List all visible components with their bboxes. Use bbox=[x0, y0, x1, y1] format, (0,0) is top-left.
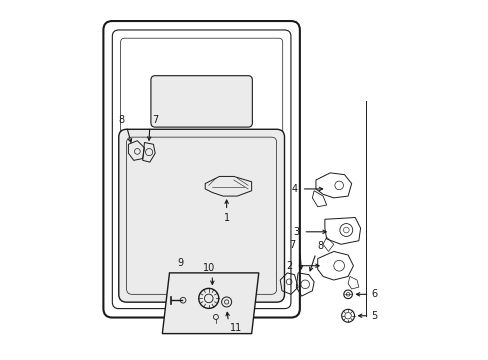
Text: 9: 9 bbox=[177, 257, 183, 267]
Text: 5: 5 bbox=[370, 311, 377, 321]
Polygon shape bbox=[162, 273, 258, 334]
Text: 8: 8 bbox=[119, 114, 124, 125]
FancyBboxPatch shape bbox=[103, 21, 299, 318]
Text: 8: 8 bbox=[317, 242, 323, 251]
Text: 7: 7 bbox=[289, 240, 295, 249]
Text: 11: 11 bbox=[230, 323, 242, 333]
FancyBboxPatch shape bbox=[119, 129, 284, 302]
FancyBboxPatch shape bbox=[112, 30, 290, 309]
Text: 3: 3 bbox=[292, 227, 299, 237]
FancyBboxPatch shape bbox=[126, 137, 276, 294]
Text: 2: 2 bbox=[285, 261, 291, 271]
FancyBboxPatch shape bbox=[121, 38, 282, 300]
Text: 6: 6 bbox=[370, 289, 377, 299]
Text: 4: 4 bbox=[291, 184, 297, 194]
FancyBboxPatch shape bbox=[151, 76, 252, 127]
Text: 7: 7 bbox=[152, 114, 158, 125]
Text: 10: 10 bbox=[203, 264, 215, 273]
Text: 1: 1 bbox=[223, 213, 229, 223]
